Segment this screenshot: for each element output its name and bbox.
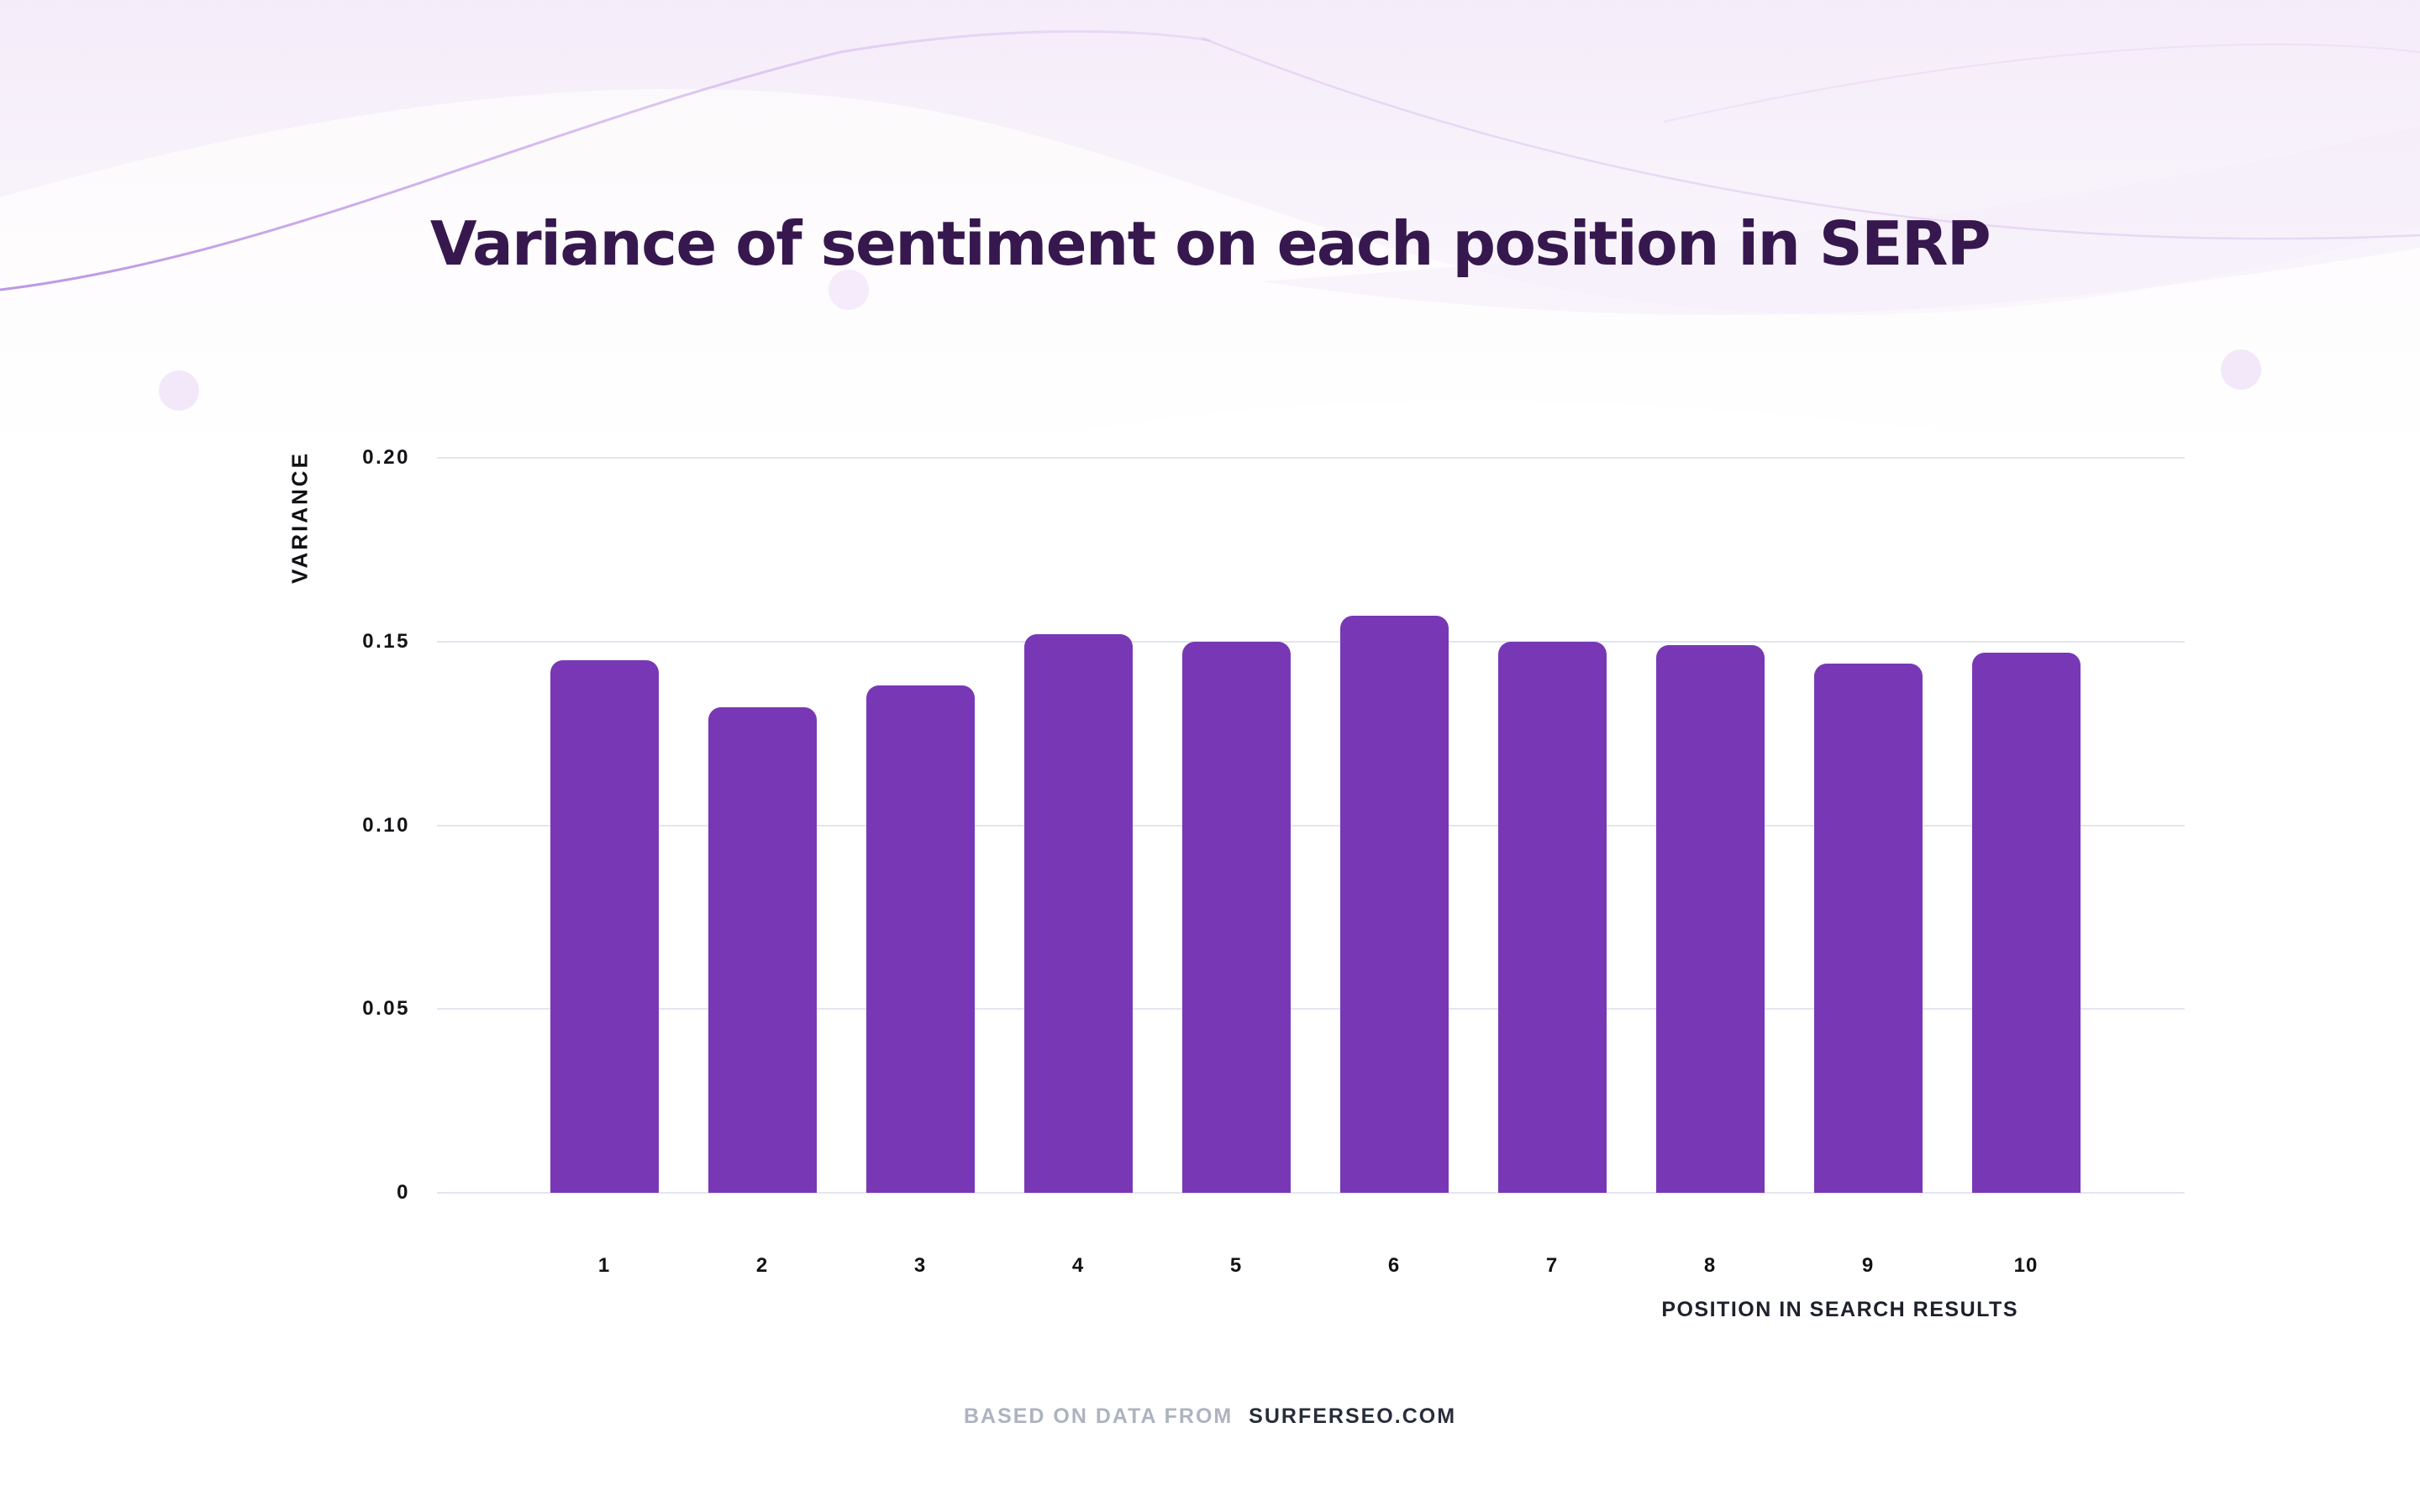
gridline	[437, 825, 2185, 827]
gridline	[437, 1192, 2185, 1194]
wave-band-right	[1260, 126, 2420, 315]
dot-under-title	[829, 270, 869, 310]
chart-title: Variance of sentiment on each position i…	[429, 208, 1991, 279]
x-tick-label: 5	[1229, 1254, 1243, 1277]
x-tick-label: 6	[1387, 1254, 1401, 1277]
y-tick-label: 0.15	[362, 630, 410, 653]
bar-position-1	[550, 660, 659, 1193]
x-axis-title: POSITION IN SEARCH RESULTS	[1661, 1298, 2018, 1321]
bar-position-7	[1498, 642, 1607, 1193]
wave-thin-line-2	[1201, 36, 2420, 240]
bar-position-9	[1814, 664, 1923, 1193]
x-tick-label: 1	[597, 1254, 611, 1277]
dot-left	[159, 370, 199, 411]
gridline	[437, 457, 2185, 459]
x-tick-label: 9	[1861, 1254, 1875, 1277]
y-tick-label: 0.20	[362, 446, 410, 469]
decorative-waves	[0, 0, 2420, 504]
y-tick-label: 0	[397, 1181, 410, 1204]
x-tick-label: 7	[1545, 1254, 1559, 1277]
x-tick-label: 10	[2013, 1254, 2039, 1277]
wave-thin-line	[0, 29, 1211, 291]
x-tick-label: 8	[1703, 1254, 1717, 1277]
dot-right	[2221, 349, 2261, 390]
wave-white-sweep	[807, 400, 2420, 504]
gridline	[437, 641, 2185, 643]
attribution: BASED ON DATA FROM SURFERSEO.COM	[0, 1404, 2420, 1429]
x-tick-label: 3	[913, 1254, 927, 1277]
bar-position-3	[866, 685, 975, 1193]
x-tick-label: 4	[1071, 1254, 1085, 1277]
attribution-source: SURFERSEO.COM	[1249, 1404, 1457, 1428]
bar-position-2	[708, 707, 817, 1193]
y-tick-label: 0.05	[362, 997, 410, 1020]
attribution-prefix: BASED ON DATA FROM	[963, 1404, 1234, 1428]
wave-thin-line-3	[1663, 43, 2420, 123]
y-axis-title: VARIANCE	[287, 451, 313, 584]
bar-position-6	[1340, 616, 1449, 1193]
y-tick-label: 0.10	[362, 814, 410, 837]
bar-position-5	[1182, 642, 1291, 1193]
bar-position-4	[1024, 634, 1133, 1193]
gridline	[437, 1008, 2185, 1010]
x-tick-label: 2	[755, 1254, 769, 1277]
bar-position-8	[1656, 645, 1765, 1193]
bar-position-10	[1972, 653, 2081, 1193]
